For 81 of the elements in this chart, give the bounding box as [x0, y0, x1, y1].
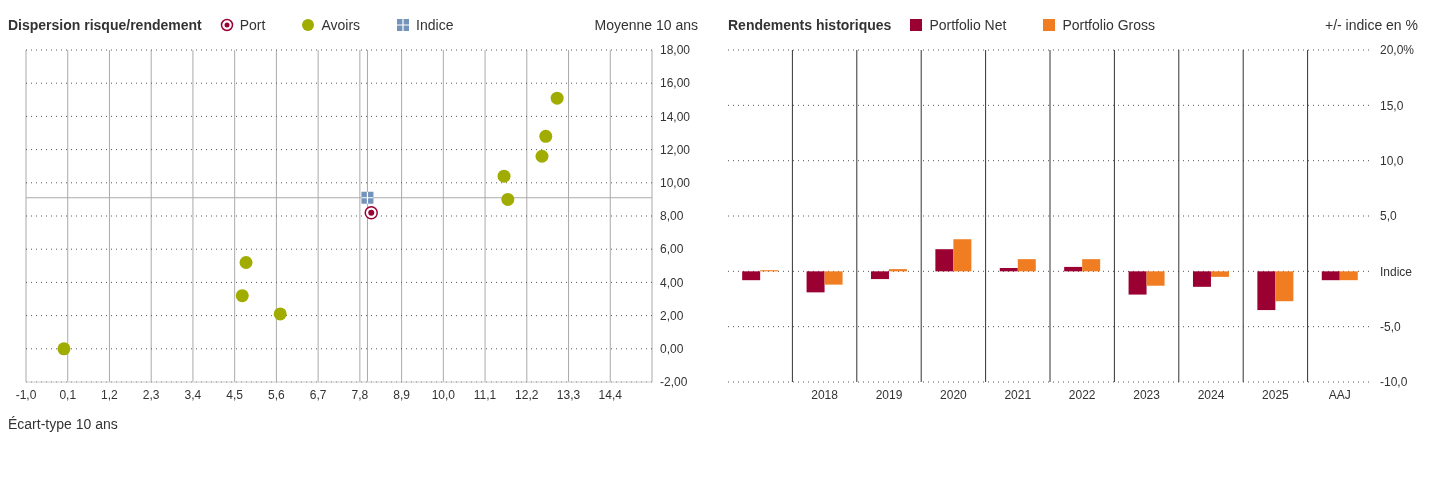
- legend-label: Indice: [415, 17, 454, 33]
- x-tick-label: 0,1: [59, 387, 77, 402]
- point: [364, 205, 378, 220]
- x-tick-label: 12,2: [515, 387, 539, 402]
- x-tick-label: 4,5: [226, 387, 244, 402]
- y-tick-label: 16,00: [660, 76, 691, 91]
- y-tick-label: 2,00: [660, 308, 684, 323]
- legend-label: Avoirs: [320, 17, 361, 33]
- x-tick-label: 6,7: [309, 387, 327, 402]
- x-tick-label: 13,3: [556, 387, 581, 402]
- bar: [1192, 271, 1211, 287]
- point: [535, 149, 549, 163]
- x-tick-label: 5,6: [268, 387, 286, 402]
- bar: [1064, 266, 1083, 272]
- y-tick-label: 4,00: [660, 275, 684, 290]
- x-tick-label: 3,4: [184, 387, 202, 402]
- legend-label: Portfolio Net: [928, 17, 1007, 33]
- bar: [1210, 271, 1229, 277]
- bar: [806, 271, 825, 293]
- bar: [1321, 271, 1340, 281]
- bar: [1146, 271, 1165, 286]
- y-tick-label: -2,00: [660, 375, 688, 390]
- bar: [1339, 271, 1358, 281]
- bar: [1017, 259, 1036, 272]
- x-tick-label: 1,2: [101, 387, 119, 402]
- legend-label: Portfolio Gross: [1061, 17, 1156, 33]
- x-tick-label: 2025: [1262, 387, 1290, 402]
- y-tick-label: 6,00: [660, 242, 684, 257]
- bar: [1275, 271, 1294, 302]
- point: [235, 289, 249, 303]
- y-tick-label: Indice: [1380, 264, 1413, 279]
- legend-label: Port: [238, 17, 266, 33]
- point: [497, 169, 511, 183]
- y-tick-label: -10,0: [1380, 375, 1408, 390]
- x-tick-label: 2021: [1004, 387, 1032, 402]
- x-tick-label: 2023: [1133, 387, 1161, 402]
- point: [539, 129, 553, 143]
- x-tick-label: 14,4: [598, 387, 623, 402]
- x-tick-label: 2020: [940, 387, 968, 402]
- y-tick-label: 20,0%: [1380, 43, 1415, 58]
- bar: [935, 249, 954, 272]
- y-tick-label: -5,0: [1380, 319, 1401, 334]
- y-axis-title: +/- indice en %: [1325, 17, 1418, 33]
- x-tick-label: -1,0: [15, 387, 37, 402]
- bar: [1257, 271, 1276, 311]
- y-tick-label: 15,0: [1380, 98, 1404, 113]
- bar: [999, 268, 1018, 272]
- y-tick-label: 10,0: [1380, 153, 1404, 168]
- y-tick-label: 10,00: [660, 176, 691, 191]
- y-tick-label: 12,00: [660, 142, 691, 157]
- bar: [742, 271, 761, 281]
- y-tick-label: 8,00: [660, 209, 684, 224]
- y-tick-label: 0,00: [660, 342, 684, 357]
- x-tick-label: 7,8: [351, 387, 369, 402]
- x-tick-label: 8,9: [393, 387, 411, 402]
- x-tick-label: 2,3: [142, 387, 160, 402]
- point: [239, 255, 253, 269]
- x-tick-label: 2022: [1068, 387, 1096, 402]
- x-tick-label: 11,1: [473, 387, 497, 402]
- y-axis-title: Moyenne 10 ans: [594, 17, 698, 33]
- x-tick-label: AAJ: [1328, 387, 1351, 402]
- x-axis-title: Écart-type 10 ans: [8, 416, 119, 432]
- bar: [953, 239, 972, 272]
- y-tick-label: 14,00: [660, 109, 691, 124]
- point: [501, 192, 515, 206]
- chart-title: Dispersion risque/rendement: [8, 17, 202, 33]
- x-tick-label: 2018: [811, 387, 839, 402]
- x-tick-label: 2024: [1197, 387, 1225, 402]
- x-tick-label: 10,0: [431, 387, 456, 402]
- point: [273, 307, 287, 321]
- x-tick-label: 2019: [875, 387, 903, 402]
- point: [550, 91, 564, 105]
- y-tick-label: 18,00: [660, 43, 691, 58]
- bar: [1082, 259, 1101, 272]
- bar: [824, 271, 843, 285]
- y-tick-label: 5,0: [1380, 209, 1398, 224]
- bar: [870, 271, 889, 280]
- bar: [888, 269, 907, 272]
- point: [57, 342, 71, 356]
- chart-title: Rendements historiques: [728, 17, 892, 33]
- bar: [1128, 271, 1147, 295]
